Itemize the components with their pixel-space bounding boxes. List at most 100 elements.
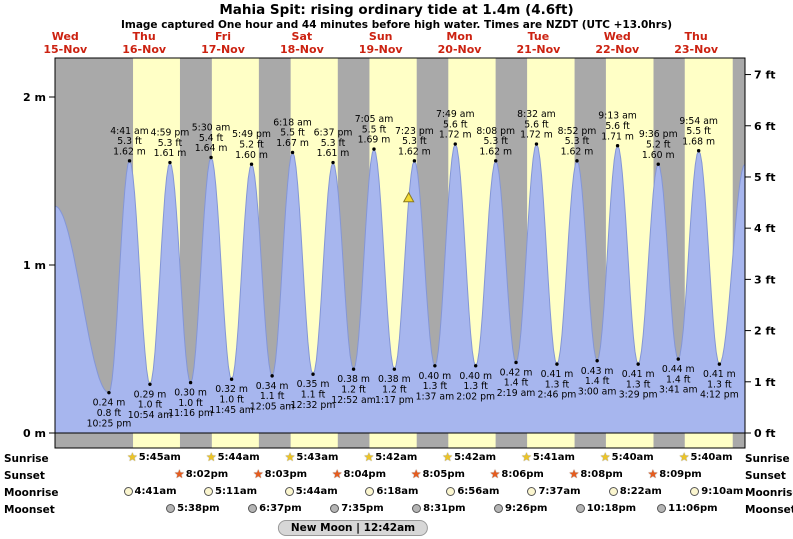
moonrise-row-label-left: Moonrise [4,487,59,499]
moonrise-item: 6:56am [446,486,499,497]
low-tide-label: 0.32 m 1.0 ft 11:45 am [209,384,254,416]
right-axis-label: 7 ft [754,69,776,82]
moonrise-item: 5:44am [284,486,338,497]
current-tide-marker [402,191,415,203]
high-tide-label: 7:23 pm 5.3 ft 1.62 m [395,126,434,158]
low-tide-label: 0.41 m 1.3 ft 2:46 pm [538,369,577,401]
right-axis-label: 6 ft [754,120,776,133]
sunrise-time: 5:44am [217,452,260,463]
sunrise-item: ★ 5:42am [363,450,418,464]
tide-extreme-dot [656,162,660,166]
sunset-time: 8:09pm [659,469,702,480]
day-date: 17-Nov [201,43,245,56]
high-tide-label: 9:36 pm 5.2 ft 1.60 m [639,129,678,161]
sunrise-icon: ★ [678,450,690,464]
tide-extreme-dot [331,160,335,165]
tide-extreme-dot [127,159,132,163]
tide-extreme-dot [249,162,254,166]
sunset-time: 8:08pm [580,469,623,480]
tide-extreme-dot [636,362,640,366]
moonset-time: 6:37pm [259,503,302,514]
day-dow: Thu [684,30,708,43]
sunset-icon: ★ [173,467,185,481]
left-axis-label: 2 m [23,91,46,104]
sunset-row-label-left: Sunset [4,470,45,482]
day-label: Tue 21-Nov [517,30,561,56]
tide-extreme-dot [615,144,620,148]
sunset-item: ★ 8:02pm [173,467,228,481]
sunrise-time: 5:42am [375,452,418,463]
moonset-icon [412,504,422,513]
sunset-icon: ★ [410,467,422,481]
sunset-row-label-right: Sunset [745,470,786,482]
day-date: 18-Nov [279,43,324,56]
sunrise-item: ★ 5:41am [521,450,575,464]
sunrise-time: 5:42am [454,452,497,463]
moonrise-row-label-right: Moonrise [745,487,793,499]
chart-subtitle: Image captured One hour and 44 minutes b… [120,19,673,31]
moonrise-icon [123,487,133,496]
low-tide-label: 0.29 m 1.0 ft 10:54 am [128,389,173,421]
day-label: Fri 17-Nov [201,30,245,56]
low-tide-label: 0.40 m 1.3 ft 2:02 pm [456,371,495,403]
day-date: 21-Nov [516,43,561,56]
high-tide-label: 8:08 pm 5.3 ft 1.62 m [476,126,515,158]
day-label: Sat 18-Nov [280,30,324,56]
tide-extreme-dot [676,357,680,361]
low-tide-label: 0.38 m 1.2 ft 12:52 am [331,374,376,406]
moonrise-time: 6:56am [457,486,500,497]
tide-extreme-dot [575,159,579,163]
tide-extreme-dot [494,159,498,163]
sunrise-time: 5:41am [532,452,575,463]
day-date: 23-Nov [674,43,719,56]
low-tide-label: 0.42 m 1.4 ft 2:19 am [497,367,536,399]
tide-extreme-dot [717,362,722,366]
sunrise-time: 5:40am [690,452,733,463]
tide-curve-line [54,142,746,394]
low-tide-label: 0.44 m 1.4 ft 3:41 am [659,364,698,396]
sunset-icon: ★ [568,467,580,481]
sunset-item: ★ 8:03pm [253,468,307,480]
moonset-item: 8:31pm [412,503,466,514]
moonrise-time: 7:37am [538,486,581,497]
moonrise-icon [608,487,618,496]
day-dow: Fri [214,30,231,43]
low-tide-label: 0.41 m 1.3 ft 3:29 pm [619,369,658,401]
low-tide-label: 0.38 m 1.2 ft 1:17 pm [375,374,414,406]
day-label: Mon 20-Nov [438,30,482,56]
day-dow: Thu [132,30,156,43]
right-axis-label: 4 ft [754,222,776,235]
sunrise-icon: ★ [442,450,454,464]
moonrise-time: 5:44am [295,486,338,497]
sunrise-icon: ★ [284,450,296,464]
day-label: Thu 23-Nov [674,30,718,56]
high-tide-label: 9:13 am 5.6 ft 1.71 m [598,111,637,143]
sunrise-item: ★ 5:44am [206,451,260,463]
sunrise-icon: ★ [363,450,375,464]
moonset-item: 7:35pm [330,503,384,514]
moonset-icon [575,504,585,513]
left-axis-label: 1 m [23,259,46,272]
sunset-item: ★ 8:08pm [568,467,623,481]
tide-extreme-dot [372,147,376,151]
high-tide-label: 5:49 pm 5.2 ft 1.60 m [232,129,271,161]
tide-extreme-dot [453,142,457,146]
tide-extreme-dot [473,364,478,368]
sunrise-row-label-left: Sunrise [4,453,49,465]
moonrise-time: 9:10am [701,486,744,497]
right-axis-label: 5 ft [754,171,776,184]
right-axis-label: 2 ft [754,325,776,338]
moonset-icon [493,504,503,513]
sunset-icon: ★ [647,467,659,481]
tide-extreme-dot [168,160,172,165]
tide-extreme-dot [148,382,152,386]
sunrise-time: 5:45am [138,452,181,463]
day-date: 20-Nov [437,43,482,56]
sunrise-icon: ★ [521,450,532,464]
moonset-icon [166,504,176,513]
tide-extreme-dot [696,149,701,153]
moonset-item: 6:37pm [248,503,302,514]
left-axis-label: 0 m [23,427,46,440]
moonrise-icon [527,487,537,496]
low-tide-label: 0.34 m 1.1 ft 12:05 am [250,381,295,413]
